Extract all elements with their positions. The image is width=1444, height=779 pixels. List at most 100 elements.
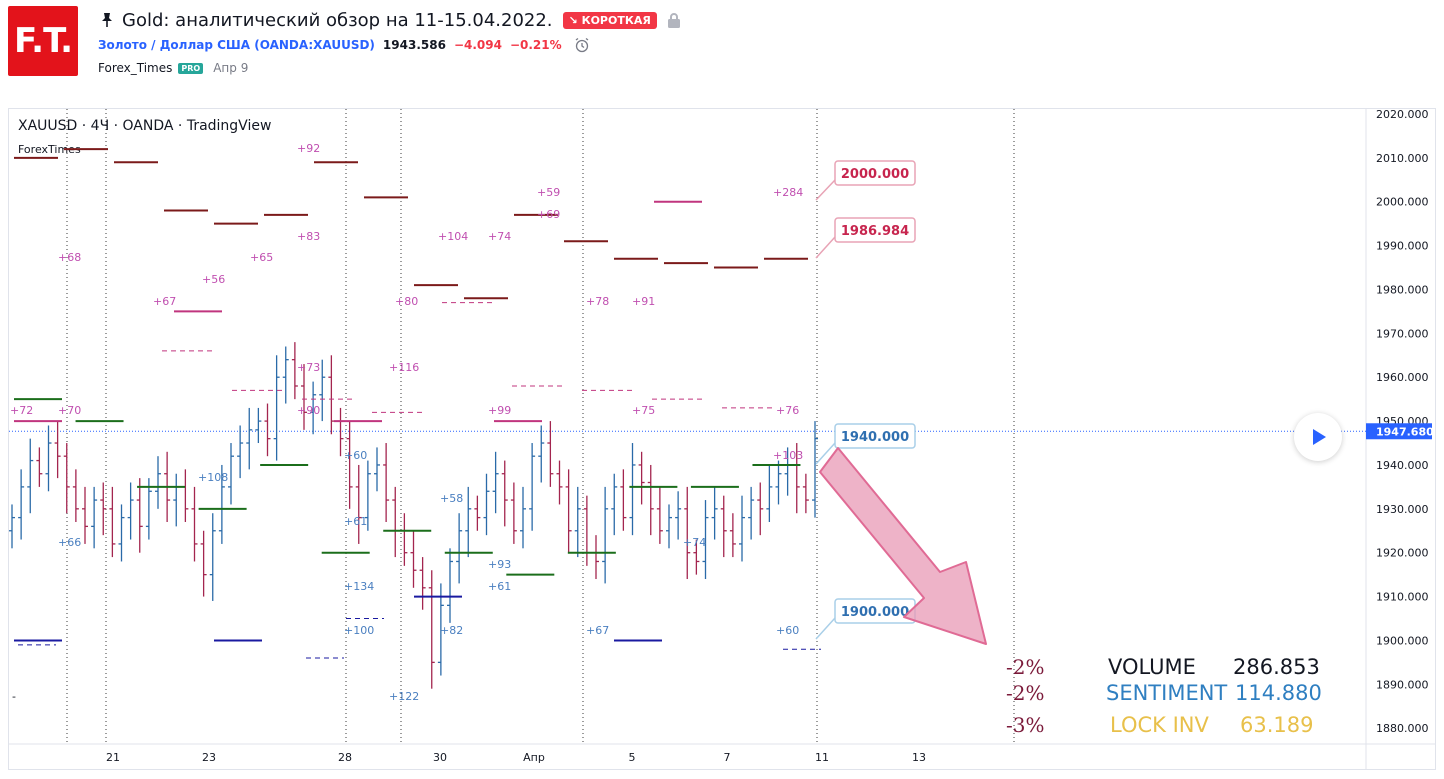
level-annotation: +134 [344,580,374,593]
level-annotation: +76 [776,404,799,417]
y-tick-label: 1940.000 [1376,459,1429,472]
y-tick-label: 1900.000 [1376,634,1429,647]
play-button[interactable] [1294,413,1342,461]
level-annotation: +70 [58,404,81,417]
level-annotation: +104 [438,230,468,243]
level-annotation: +60 [776,624,799,637]
x-tick-label: 21 [106,751,120,764]
x-tick-label: 5 [629,751,636,764]
price-change: −4.094 [453,38,502,52]
sentiment-label: VOLUME [1108,655,1196,679]
symbol-row: Золото / Доллар США (OANDA:XAUUSD) 1943.… [98,36,590,54]
level-annotation: +56 [202,273,225,286]
level-annotation: +58 [440,492,463,505]
brand-logo: F.T. [8,6,78,76]
chart-watermark: ForexTimes [18,143,81,156]
y-tick-label: 1930.000 [1376,503,1429,516]
y-tick-label: 1880.000 [1376,722,1429,735]
forecast-arrow [819,447,987,645]
level-annotation: +108 [198,471,228,484]
price-callout-label: 1986.984 [841,224,909,239]
sentiment-label: LOCK INV [1110,713,1209,737]
x-tick-label: Апр [523,751,545,764]
level-annotation: +60 [344,449,367,462]
pin-icon [102,13,112,27]
level-annotation: +67 [153,295,176,308]
level-annotation: +82 [440,624,463,637]
sentiment-value: 63.189 [1240,713,1313,737]
last-price: 1943.586 [382,38,446,52]
author-row: Forex_Times PRO Апр 9 [98,60,248,76]
price-callout-label: 1940.000 [841,430,909,445]
y-tick-label: 2020.000 [1376,108,1429,121]
x-tick-label: 13 [912,751,926,764]
level-annotation: +66 [58,536,81,549]
level-annotation: +91 [632,295,655,308]
level-annotation: +122 [389,690,419,703]
level-annotation: +83 [297,230,320,243]
symbol-link[interactable]: Золото / Доллар США (OANDA:XAUUSD) [98,38,375,52]
price-change-percent: −0.21% [509,38,562,52]
tick-mark: - [12,690,16,703]
level-annotation: +93 [488,558,511,571]
current-price-label: 1947.680 [1376,425,1434,438]
y-tick-label: 1960.000 [1376,371,1429,384]
price-callout-label: 1900.000 [841,605,909,620]
level-annotation: +68 [58,251,81,264]
level-annotation: +116 [389,361,419,374]
x-tick-label: 30 [433,751,447,764]
level-annotation: +90 [297,404,320,417]
level-annotation: +67 [586,624,609,637]
level-annotation: +100 [344,624,374,637]
price-callout-box [834,423,916,449]
sentiment-value: 286.853 [1233,655,1320,679]
y-tick-label: 1920.000 [1376,547,1429,560]
x-tick-label: 7 [724,751,731,764]
callout-pointer [815,236,836,259]
sentiment-percent: -3% [1006,713,1045,737]
callout-pointer [815,442,836,465]
level-annotation: +65 [250,251,273,264]
level-annotation: +69 [537,208,560,221]
level-annotation: +75 [632,404,655,417]
y-tick-label: 2010.000 [1376,152,1429,165]
y-tick-label: 1990.000 [1376,240,1429,253]
author-name[interactable]: Forex_Times [98,61,173,75]
level-annotation: +73 [297,361,320,374]
level-annotation: +99 [488,404,511,417]
level-annotation: +74 [488,230,511,243]
level-annotation: +61 [344,515,367,528]
short-badge: ↘ КОРОТКАЯ [562,11,657,29]
play-icon [1313,429,1326,445]
current-price-tag [1366,423,1432,440]
price-callout-box [834,217,916,243]
alarm-clock-icon[interactable] [574,37,590,53]
y-tick-label: 1980.000 [1376,283,1429,296]
level-annotation: +103 [773,449,803,462]
idea-title-row: Gold: аналитический обзор на 11-15.04.20… [98,8,681,32]
y-tick-label: 1970.000 [1376,327,1429,340]
publish-date: Апр 9 [213,61,249,75]
level-annotation: +61 [488,580,511,593]
sentiment-value: 114.880 [1235,681,1322,705]
x-tick-label: 23 [202,751,216,764]
sentiment-percent: -2% [1006,681,1045,705]
level-annotation: +78 [586,295,609,308]
level-annotation: +72 [10,404,33,417]
callout-pointer [815,179,836,201]
level-annotation: +92 [297,142,320,155]
sentiment-percent: -2% [1006,655,1045,679]
x-tick-label: 28 [338,751,352,764]
price-callout-label: 2000.000 [841,167,909,182]
lock-icon [667,13,680,28]
callout-pointer [815,617,836,640]
y-tick-label: 2000.000 [1376,196,1429,209]
level-annotation: +80 [395,295,418,308]
idea-title: Gold: аналитический обзор на 11-15.04.20… [122,9,553,31]
chart-title: XAUUSD · 4Ч · OANDA · TradingView [18,118,271,134]
x-tick-label: 11 [815,751,829,764]
brand-logo-text: F.T. [13,21,73,61]
level-annotation: +284 [773,186,803,199]
chart-frame[interactable] [8,108,1436,770]
